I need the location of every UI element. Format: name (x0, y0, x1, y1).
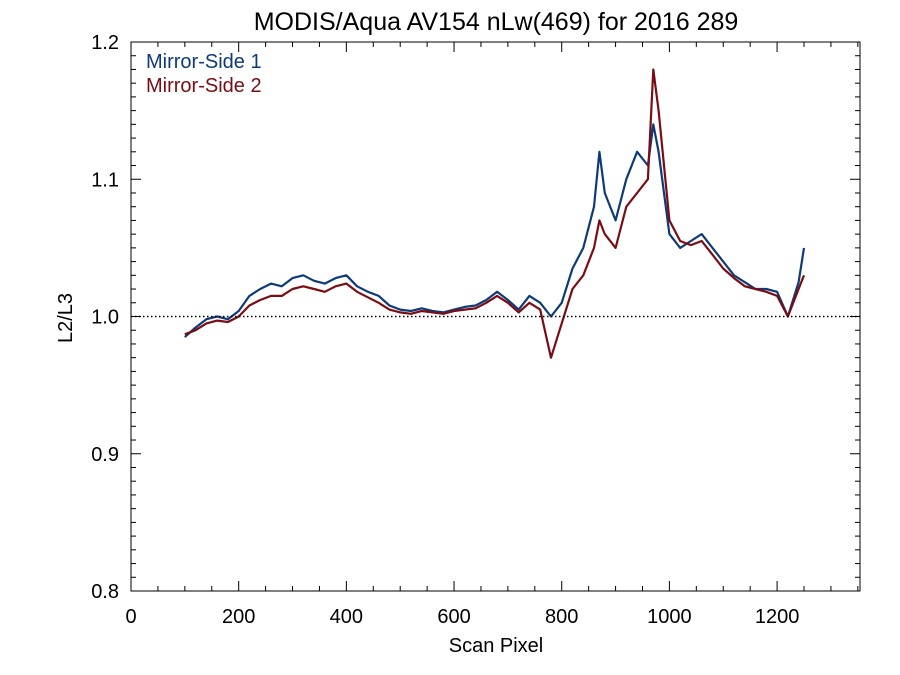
y-tick-label: 1.2 (91, 32, 119, 54)
x-tick-label: 0 (125, 606, 136, 628)
y-tick-label: 1.0 (91, 307, 119, 329)
x-tick-label: 400 (330, 606, 363, 628)
y-axis-title: L2/L3 (55, 293, 77, 343)
y-tick-label: 1.1 (91, 169, 119, 191)
legend-entry-2: Mirror-Side 2 (146, 75, 262, 97)
x-tick-label: 1200 (755, 606, 800, 628)
legend-entry-1: Mirror-Side 1 (146, 51, 262, 73)
x-tick-label: 600 (437, 606, 470, 628)
axes-layer: 0 200 400 600 800 1000 1200 0.8 0.9 1.0 1.1 1.2 (91, 32, 861, 628)
series-line-2 (184, 68, 806, 359)
data-layer (184, 68, 806, 359)
x-axis-title: Scan Pixel (449, 635, 544, 657)
y-tick-label: 0.8 (91, 581, 119, 603)
x-tick-label: 800 (545, 606, 578, 628)
y-tick-label: 0.9 (91, 444, 119, 466)
series-line-1 (184, 123, 806, 338)
x-tick-label: 200 (222, 606, 255, 628)
x-tick-label: 1000 (647, 606, 692, 628)
chart-title: MODIS/Aqua AV154 nLw(469) for 2016 289 (254, 8, 739, 36)
